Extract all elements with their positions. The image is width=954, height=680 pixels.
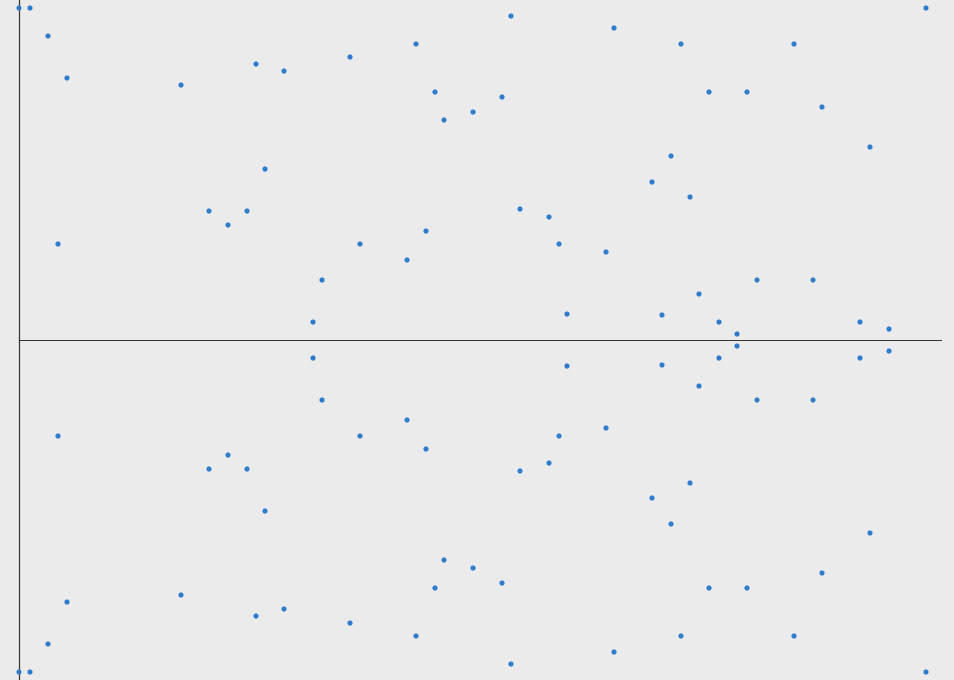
data-point bbox=[687, 194, 693, 200]
data-point bbox=[423, 446, 429, 452]
data-point bbox=[734, 331, 740, 337]
data-point bbox=[819, 570, 825, 576]
data-point bbox=[64, 599, 70, 605]
data-point bbox=[55, 241, 61, 247]
data-point bbox=[178, 592, 184, 598]
data-point bbox=[867, 530, 873, 536]
data-point bbox=[564, 311, 570, 317]
data-point bbox=[319, 397, 325, 403]
data-point bbox=[357, 433, 363, 439]
data-point bbox=[556, 433, 562, 439]
data-point bbox=[357, 241, 363, 247]
data-point bbox=[649, 495, 655, 501]
data-point bbox=[668, 153, 674, 159]
data-point bbox=[470, 565, 476, 571]
data-point bbox=[659, 362, 665, 368]
data-point bbox=[716, 319, 722, 325]
data-point bbox=[659, 312, 665, 318]
data-point bbox=[470, 109, 476, 115]
data-point bbox=[611, 25, 617, 31]
data-point bbox=[423, 228, 429, 234]
data-point bbox=[432, 89, 438, 95]
data-points bbox=[16, 5, 929, 675]
data-point bbox=[281, 68, 287, 74]
data-point bbox=[27, 5, 33, 11]
data-point bbox=[310, 319, 316, 325]
data-point bbox=[253, 613, 259, 619]
data-point bbox=[319, 277, 325, 283]
data-point bbox=[441, 557, 447, 563]
data-point bbox=[310, 355, 316, 361]
data-point bbox=[413, 41, 419, 47]
data-point bbox=[706, 585, 712, 591]
data-point bbox=[244, 208, 250, 214]
data-point bbox=[791, 41, 797, 47]
data-point bbox=[857, 355, 863, 361]
data-point bbox=[886, 348, 892, 354]
data-point bbox=[16, 669, 22, 675]
data-point bbox=[754, 397, 760, 403]
data-point bbox=[225, 222, 231, 228]
data-point bbox=[27, 669, 33, 675]
data-point bbox=[206, 208, 212, 214]
data-point bbox=[16, 5, 22, 11]
data-point bbox=[262, 166, 268, 172]
data-point bbox=[734, 343, 740, 349]
data-point bbox=[546, 460, 552, 466]
data-point bbox=[404, 257, 410, 263]
data-point bbox=[867, 144, 873, 150]
data-point bbox=[347, 620, 353, 626]
data-point bbox=[923, 669, 929, 675]
data-point bbox=[754, 277, 760, 283]
data-point bbox=[668, 521, 674, 527]
data-point bbox=[744, 585, 750, 591]
data-point bbox=[810, 277, 816, 283]
data-point bbox=[206, 466, 212, 472]
data-point bbox=[253, 61, 259, 67]
data-point bbox=[499, 580, 505, 586]
data-point bbox=[611, 649, 617, 655]
data-point bbox=[517, 468, 523, 474]
data-point bbox=[546, 214, 552, 220]
data-point bbox=[923, 5, 929, 11]
data-point bbox=[744, 89, 750, 95]
data-point bbox=[603, 249, 609, 255]
data-point bbox=[508, 661, 514, 667]
data-point bbox=[556, 241, 562, 247]
data-point bbox=[696, 291, 702, 297]
data-point bbox=[45, 641, 51, 647]
data-point bbox=[413, 633, 419, 639]
data-point bbox=[64, 75, 70, 81]
data-point bbox=[810, 397, 816, 403]
data-point bbox=[441, 117, 447, 123]
data-point bbox=[347, 54, 353, 60]
data-point bbox=[45, 33, 51, 39]
data-point bbox=[706, 89, 712, 95]
data-point bbox=[262, 508, 268, 514]
data-point bbox=[499, 94, 505, 100]
data-point bbox=[687, 480, 693, 486]
data-point bbox=[178, 82, 184, 88]
data-point bbox=[432, 585, 438, 591]
data-point bbox=[678, 633, 684, 639]
data-point bbox=[55, 433, 61, 439]
data-point bbox=[225, 452, 231, 458]
data-point bbox=[696, 383, 702, 389]
data-point bbox=[281, 606, 287, 612]
data-point bbox=[819, 104, 825, 110]
data-point bbox=[649, 179, 655, 185]
data-point bbox=[857, 319, 863, 325]
data-point bbox=[517, 206, 523, 212]
data-point bbox=[886, 326, 892, 332]
data-point bbox=[678, 41, 684, 47]
data-point bbox=[508, 13, 514, 19]
data-point bbox=[603, 425, 609, 431]
data-point bbox=[716, 355, 722, 361]
data-point bbox=[564, 363, 570, 369]
data-point bbox=[244, 466, 250, 472]
data-point bbox=[791, 633, 797, 639]
data-point bbox=[404, 417, 410, 423]
